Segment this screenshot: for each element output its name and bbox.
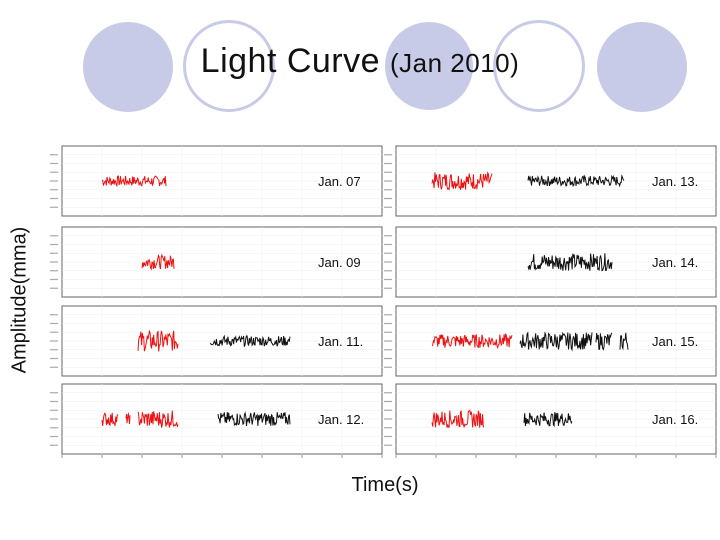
panel-date-label: Jan. 13.: [652, 174, 698, 189]
decor-circle-1: [83, 22, 173, 112]
light-curve-series: [137, 410, 179, 428]
light-curve-series: [431, 333, 513, 350]
y-axis-label: Amplitude(mma): [8, 226, 31, 374]
light-curve-series: [137, 329, 179, 352]
panel-date-label: Jan. 15.: [652, 334, 698, 349]
decor-circle-2: [183, 20, 275, 112]
light-curve-series: [431, 170, 493, 191]
slide-title: Light Curve (Jan 2010): [0, 42, 720, 81]
light-curve-series: [101, 175, 167, 188]
title-paren: (Jan 2010): [390, 48, 520, 78]
light-curve-series: [619, 332, 629, 351]
light-curve-series: [595, 332, 613, 351]
title-main: Light Curve: [200, 42, 381, 80]
panel-date-label: Jan. 16.: [652, 412, 698, 427]
light-curve-series: [125, 412, 131, 425]
panel-date-label: Jan. 09: [318, 255, 361, 270]
light-curve-series: [217, 411, 291, 427]
light-curve-series: [141, 253, 175, 271]
light-curve-series: [523, 412, 573, 428]
panel-date-label: Jan. 07: [318, 174, 361, 189]
panel-date-label: Jan. 12.: [318, 412, 364, 427]
light-curve-series: [519, 331, 593, 352]
light-curve-series: [527, 253, 613, 272]
panel-date-label: Jan. 14.: [652, 255, 698, 270]
light-curve-series: [101, 412, 118, 427]
light-curve-series: [431, 409, 485, 429]
panel-date-label: Jan. 11.: [318, 334, 363, 349]
x-axis-label: Time(s): [351, 474, 419, 496]
light-curve-series: [209, 334, 291, 348]
decor-circle-4: [493, 20, 585, 112]
light-curve-series: [527, 174, 625, 188]
decor-circle-5: [597, 22, 687, 112]
decor-circle-3: [385, 22, 473, 110]
